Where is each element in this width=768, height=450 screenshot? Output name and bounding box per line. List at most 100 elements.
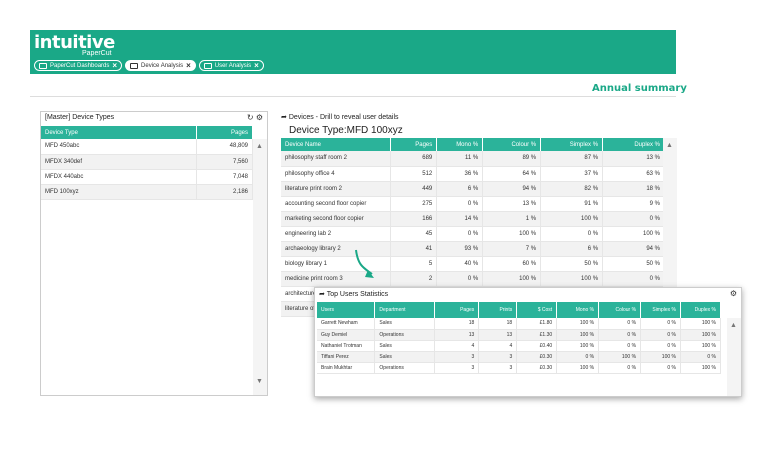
table-cell: 0 %: [436, 196, 484, 212]
table-cell: 0 %: [640, 318, 681, 330]
close-icon[interactable]: ×: [186, 60, 191, 70]
page-title: Annual summary: [592, 83, 687, 94]
table-cell: 4: [434, 340, 480, 352]
column-header[interactable]: Department: [374, 302, 436, 318]
table-row[interactable]: archaeology library 2 41 93 % 7 % 6 % 94 %: [281, 241, 665, 257]
table-cell: 13: [478, 329, 518, 341]
gear-icon[interactable]: ⚙: [255, 113, 263, 122]
column-header[interactable]: Pages: [390, 138, 438, 151]
table-cell: Sales: [374, 340, 436, 352]
tab-user-analysis[interactable]: User Analysis ×: [198, 60, 264, 71]
table-cell: 45: [390, 226, 438, 242]
table-row[interactable]: MFD 100xyz 2,186: [41, 184, 253, 200]
table-cell: Brain Mukhtar: [317, 362, 376, 374]
table-cell: 6 %: [436, 181, 484, 197]
table-cell: Sales: [374, 318, 436, 330]
scrollbar[interactable]: ▲ ▼: [253, 139, 267, 395]
divider: [30, 96, 676, 97]
column-header[interactable]: Mono %: [556, 302, 600, 318]
table-cell: MFD 450abc: [41, 139, 197, 155]
column-header[interactable]: $ Cost: [516, 302, 558, 318]
tab-label: PaperCut Dashboards: [50, 62, 110, 69]
column-header[interactable]: Duplex %: [602, 138, 665, 151]
table-cell: 94 %: [602, 241, 665, 257]
table-row[interactable]: Tiffani Perez Sales 3 3 £0.30 0 % 100 % 100 % 0 …: [317, 351, 722, 363]
table-cell: 0 %: [640, 329, 681, 341]
table-row[interactable]: philosophy office 4 512 36 % 64 % 37 % 63 %: [281, 166, 665, 182]
logo: intuitive: [34, 32, 115, 53]
close-icon[interactable]: ×: [254, 60, 259, 70]
table-cell: 0 %: [540, 226, 604, 242]
folder-icon: [39, 62, 47, 69]
table-cell: 50 %: [602, 256, 665, 272]
column-header[interactable]: Colour %: [482, 138, 542, 151]
table-cell: Operations: [374, 362, 436, 374]
table-row[interactable]: Guy Demiel Operations 13 13 £1.30 100 % 0 % 0 %…: [317, 329, 722, 341]
table-cell: 13 %: [482, 196, 542, 212]
column-header[interactable]: Pages: [434, 302, 480, 318]
table-cell: 275: [390, 196, 438, 212]
panel-icons: ⚙: [730, 289, 737, 298]
table-row[interactable]: Brain Mukhtar Operations 3 3 £0.30 100 % 0 % 0 …: [317, 362, 722, 374]
table-row[interactable]: engineering lab 2 45 0 % 100 % 0 % 100 %: [281, 226, 665, 242]
table-row[interactable]: MFD 450abc 48,809: [41, 139, 253, 155]
column-header[interactable]: Colour %: [598, 302, 642, 318]
column-header[interactable]: Device Name: [281, 138, 392, 151]
refresh-icon[interactable]: ↻: [246, 113, 254, 122]
table-cell: 14 %: [436, 211, 484, 227]
table-cell: 5: [390, 256, 438, 272]
close-icon[interactable]: ×: [112, 60, 118, 70]
table-cell: 6 %: [540, 241, 604, 257]
table-row[interactable]: biology library 1 5 40 % 60 % 50 % 50 %: [281, 256, 665, 272]
table-cell: 0 %: [598, 318, 642, 330]
column-header[interactable]: Users: [317, 302, 376, 318]
table-cell: accounting second floor copier: [281, 196, 392, 212]
table-cell: 60 %: [482, 256, 542, 272]
scroll-down-icon[interactable]: ▼: [256, 378, 263, 385]
table-cell: 0 %: [680, 351, 722, 363]
scroll-up-icon[interactable]: ▲: [730, 322, 737, 329]
column-header[interactable]: Prints: [478, 302, 518, 318]
table-cell: 2,186: [196, 184, 253, 200]
logo-subtitle: PaperCut: [82, 50, 112, 57]
table-cell: 100 %: [556, 362, 600, 374]
scroll-up-icon[interactable]: ▲: [666, 142, 673, 149]
drill-arrow-icon: [355, 249, 374, 278]
table-row[interactable]: philosophy staff room 2 689 11 % 89 % 87 % 13…: [281, 151, 665, 167]
table-cell: £0.40: [516, 340, 558, 352]
table-row[interactable]: Garrett Newham Sales 18 18 £1.80 100 % 0 % 0 % 1…: [317, 318, 722, 330]
table-row[interactable]: MFDX 440abc 7,048: [41, 169, 253, 185]
folder-icon: [130, 62, 139, 69]
column-header[interactable]: Device Type: [41, 126, 197, 139]
table-cell: 0 %: [598, 329, 642, 341]
table-row[interactable]: Nathaniel Trotman Sales 4 4 £0.40 100 % 0 % 0 %…: [317, 340, 722, 352]
gear-icon[interactable]: ⚙: [729, 289, 737, 298]
table-cell: 87 %: [540, 151, 604, 167]
scrollbar[interactable]: ▲: [663, 138, 677, 321]
column-header[interactable]: Simplex %: [540, 138, 604, 151]
table-row[interactable]: literature print room 2 449 6 % 94 % 82 % 18 …: [281, 181, 665, 197]
tab-device-analysis[interactable]: Device Analysis ×: [125, 60, 196, 71]
column-header[interactable]: Mono %: [436, 138, 484, 151]
table-row[interactable]: MFDX 340def 7,560: [41, 154, 253, 170]
folder-icon: [203, 62, 212, 69]
column-header[interactable]: Simplex %: [640, 302, 681, 318]
table-cell: 82 %: [540, 181, 604, 197]
table-row[interactable]: accounting second floor copier 275 0 % 13 %…: [281, 196, 665, 212]
column-header[interactable]: Pages: [196, 126, 253, 139]
tab-papercut-dashboards[interactable]: PaperCut Dashboards ×: [34, 60, 123, 71]
table-cell: 64 %: [482, 166, 542, 182]
table-cell: 0 %: [602, 211, 665, 227]
table-cell: 0 %: [436, 271, 484, 287]
column-header[interactable]: Duplex %: [680, 302, 722, 318]
panel-title: [Master] Device Types: [45, 114, 115, 121]
scroll-up-icon[interactable]: ▲: [256, 143, 263, 150]
table-cell: 36 %: [436, 166, 484, 182]
table-cell: 100 %: [556, 318, 600, 330]
scrollbar[interactable]: ▲: [727, 318, 741, 396]
table-row[interactable]: marketing second floor copier 166 14 % 1 % 1…: [281, 211, 665, 227]
tab-label: Device Analysis: [141, 62, 184, 69]
device-types-panel: [Master] Device Types ↻ ⚙ Device Type Pa…: [40, 111, 268, 396]
top-users-table: Users Department Pages Prints $ Cost Mon…: [317, 302, 722, 374]
